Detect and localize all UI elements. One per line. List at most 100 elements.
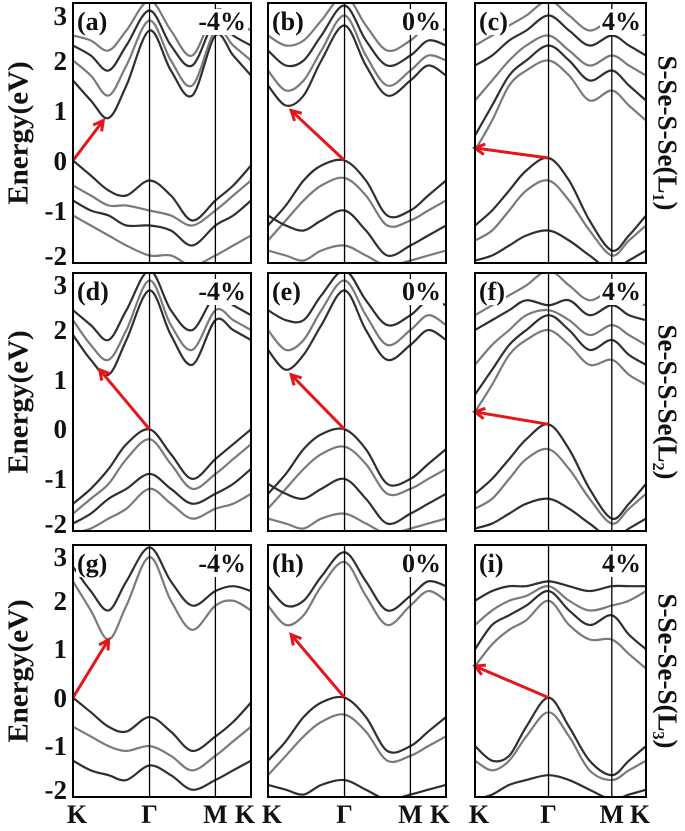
band-plot [267,544,447,798]
band-line [268,445,446,510]
x-tick-label: M [203,800,228,829]
y-tick-label: 3 [53,270,68,301]
arrow-head [97,367,111,381]
row-label: S-Se-Se-S(L₃) [652,593,683,749]
arrow-head [289,632,302,646]
panel-f [471,272,647,532]
y-tick-label: 1 [53,634,68,665]
panel-a [71,2,252,264]
band-line [73,179,251,227]
band-line [268,24,446,107]
panel-frame [72,544,252,798]
x-tick-label: Γ [141,800,158,829]
panel-frame [72,2,252,264]
arrow-head [288,108,303,122]
band-line [475,229,646,263]
band-line [268,289,446,371]
panel-label: (d) [76,277,110,306]
band-line [268,560,446,627]
y-tick-label: 0 [53,682,68,713]
strain-label: -4% [196,7,248,36]
band-line [475,423,646,520]
panel-label: (i) [478,549,505,578]
y-tick-label: -1 [44,731,68,762]
band-plot [267,2,447,264]
band-line [268,14,446,92]
band-gap-arrow [477,410,549,426]
y-tick-label: 3 [53,0,68,31]
x-tick-label: Γ [336,800,353,829]
y-tick-label: 2 [53,585,68,616]
band-line [73,725,251,772]
band-plot [71,2,252,264]
x-tick-label: K [261,800,283,829]
x-tick-label: K [468,800,490,829]
panel-frame [267,544,447,798]
band-line [268,551,446,612]
band-gap-arrow [100,371,151,431]
band-plot [72,272,252,532]
band-line [475,580,646,602]
band-line [475,59,646,152]
band-line [268,158,446,227]
panel-frame [474,2,647,264]
band-gap-arrow [292,375,346,431]
band-gap-arrow [292,111,346,162]
row-label: S-Se-S-Se(L₁) [652,55,683,211]
band-plot [472,544,647,798]
panel-frame [474,544,647,798]
y-tick-label: -2 [44,240,68,271]
band-line [268,512,446,531]
band-line [475,328,646,413]
arrow-head [288,372,303,386]
x-tick-label: K [66,800,88,829]
band-gap-arrow [71,641,109,699]
band-line [475,314,646,396]
band-line [475,585,646,626]
band-line [268,176,446,242]
y-tick-label: 1 [53,95,68,126]
band-line [268,778,446,797]
band-gap-arrow [477,146,549,160]
band-line [268,273,446,327]
band-line [475,599,646,670]
band-line [475,447,646,525]
y-tick-label: 0 [53,145,68,176]
y-tick-label: -2 [44,774,68,805]
panel-d [72,272,252,532]
y-tick-label: 2 [53,45,68,76]
panel-label: (e) [271,277,302,306]
band-line [475,34,646,102]
band-line [73,546,251,612]
band-line [73,279,251,362]
band-line [268,427,446,495]
panel-h [267,544,447,798]
band-plot [71,544,252,798]
band-line [268,713,446,776]
band-line [480,774,646,797]
band-gap-arrow [291,635,346,699]
strain-label: 0% [400,549,443,578]
x-tick-label: Γ [540,800,557,829]
y-tick-label: -1 [44,463,68,494]
arrow-head [92,118,106,132]
y-tick-label: -1 [44,195,68,226]
band-line [475,14,646,67]
y-tick-label: 1 [53,364,68,395]
band-line [73,759,251,791]
y-tick-label: -2 [44,508,68,539]
band-line [475,696,646,777]
panel-label: (c) [478,7,509,36]
band-line [73,199,251,247]
panel-c [471,2,647,264]
y-axis-label: Energy(eV) [2,330,35,474]
band-line [475,497,646,531]
panel-b [267,2,447,264]
band-gap-arrow [71,121,103,162]
band-line [268,4,446,68]
panel-frame [474,272,647,532]
panel-g [71,544,252,798]
panel-frame [267,2,447,264]
band-line [73,556,251,641]
band-plot [471,272,647,532]
